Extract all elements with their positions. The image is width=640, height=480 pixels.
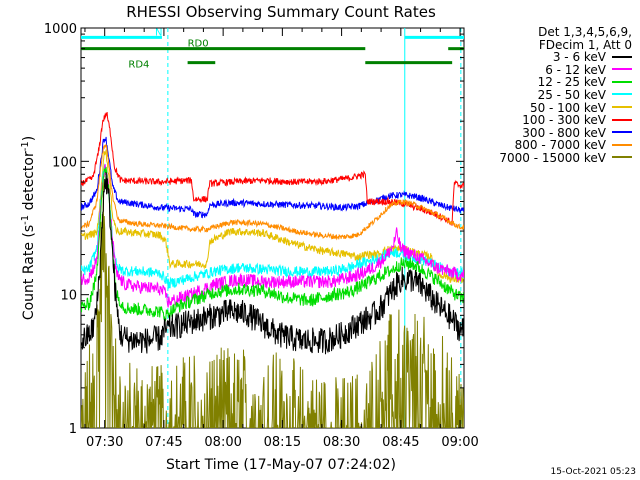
y-label-sup1: -1 <box>20 215 31 225</box>
legend-swatch-0 <box>612 55 632 58</box>
legend-label-8: 7000 - 15000 keV <box>499 150 606 165</box>
legend-swatch-7 <box>612 143 632 146</box>
x-axis-label: Start Time (17-May-07 07:24:02) <box>166 457 396 473</box>
legend-header-line1: Det 1,3,4,5,6,9, <box>538 25 632 39</box>
legend-label-7: 800 - 7000 keV <box>514 138 606 153</box>
legend-label-5: 100 - 300 keV <box>522 113 606 128</box>
series-line-6 <box>81 136 464 219</box>
state-label-RD0: RD0 <box>188 39 209 50</box>
legend-swatch-8 <box>612 156 632 159</box>
legend-swatch-5 <box>612 118 632 121</box>
y-label-mid: detector <box>21 151 37 215</box>
series-line-4 <box>81 149 464 284</box>
x-tick-label-1: 07:45 <box>145 435 182 450</box>
x-tick-label-5: 08:45 <box>382 435 419 450</box>
legend-swatch-6 <box>612 131 632 134</box>
legend-entry-6: 300 - 800 keV <box>470 127 632 140</box>
series-line-0 <box>81 172 464 355</box>
y-tick-label-1: 10 <box>60 289 77 304</box>
series-line-7 <box>81 143 464 241</box>
x-tick-label-4: 08:30 <box>323 435 360 450</box>
legend-label-4: 50 - 100 keV <box>529 100 606 115</box>
chart-title: RHESSI Observing Summary Count Rates <box>126 3 436 21</box>
legend-entry-8: 7000 - 15000 keV <box>470 152 632 165</box>
series-line-8 <box>81 177 464 428</box>
legend-label-6: 300 - 800 keV <box>522 125 606 140</box>
legend-entries: 3 - 6 keV 6 - 12 keV 12 - 25 keV 25 - 50 ke… <box>470 51 632 164</box>
series-line-1 <box>81 163 464 308</box>
legend-label-0: 3 - 6 keV <box>552 50 606 65</box>
legend: Det 1,3,4,5,6,9, FDecim 1, Att 0 3 - 6 k… <box>470 26 632 165</box>
legend-label-3: 25 - 50 keV <box>537 87 606 102</box>
series-line-3 <box>81 163 464 290</box>
legend-swatch-1 <box>612 68 632 71</box>
x-tick-label-2: 08:00 <box>204 435 241 450</box>
legend-swatch-4 <box>612 106 632 109</box>
y-label-main: Count Rate (s <box>21 225 37 320</box>
legend-entry-1: 6 - 12 keV <box>470 64 632 77</box>
legend-entry-0: 3 - 6 keV <box>470 51 632 64</box>
state-label-N: N <box>155 27 162 38</box>
y-tick-label-2: 100 <box>52 155 77 170</box>
y-tick-label-0: 1 <box>69 422 77 437</box>
timestamp: 15-Oct-2021 05:23 <box>550 467 636 477</box>
x-tick-label-6: 09:00 <box>441 435 478 450</box>
legend-swatch-2 <box>612 80 632 83</box>
legend-entry-5: 100 - 300 keV <box>470 114 632 127</box>
y-label-sup2: -1 <box>20 141 31 151</box>
legend-header-line2: FDecim 1, Att 0 <box>538 37 632 52</box>
series-line-2 <box>81 166 464 322</box>
y-tick-label-3: 1000 <box>44 22 77 37</box>
y-axis-label: Count Rate (s-1 detector-1) <box>20 136 38 320</box>
legend-entry-3: 25 - 50 keV <box>470 89 632 102</box>
legend-label-2: 12 - 25 keV <box>537 75 606 90</box>
x-tick-label-0: 07:30 <box>86 435 123 450</box>
y-label-end: ) <box>21 136 37 141</box>
legend-label-1: 6 - 12 keV <box>545 62 606 77</box>
legend-entry-2: 12 - 25 keV <box>470 76 632 89</box>
x-tick-label-3: 08:15 <box>264 435 301 450</box>
legend-entry-4: 50 - 100 keV <box>470 100 632 115</box>
series-line-5 <box>81 112 464 226</box>
legend-entry-7: 800 - 7000 keV <box>470 139 632 152</box>
state-label-RD4: RD4 <box>128 60 149 71</box>
legend-swatch-3 <box>612 93 632 96</box>
